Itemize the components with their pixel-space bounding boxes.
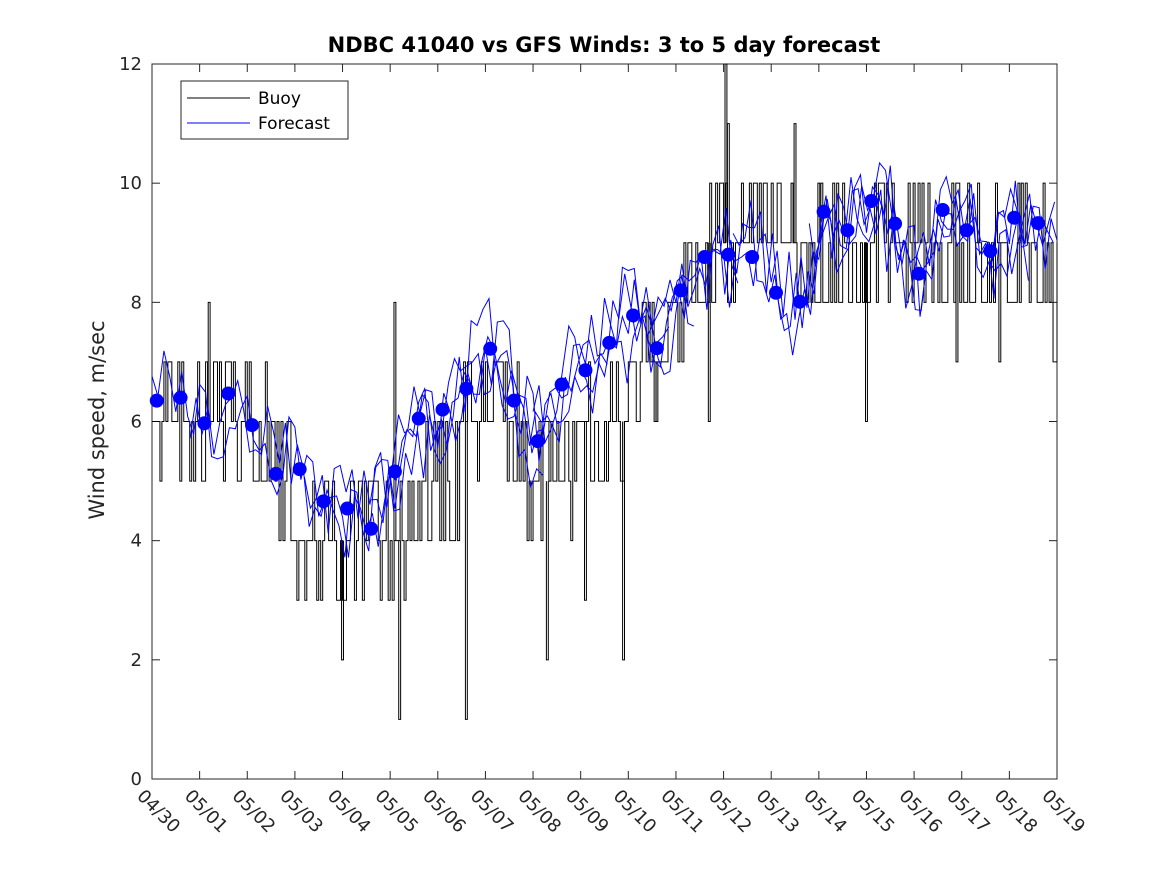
x-tick-label: 05/16 — [895, 786, 947, 838]
forecast-point — [697, 250, 712, 265]
forecast-point — [364, 521, 379, 536]
x-tick-label: 05/09 — [561, 786, 613, 838]
plot-area: 02468101204/3005/0105/0205/0305/0405/050… — [119, 54, 1089, 837]
forecast-point — [387, 464, 402, 479]
forecast-point — [959, 223, 974, 238]
forecast-point — [245, 418, 260, 433]
forecast-run-line — [303, 296, 543, 534]
legend-forecast-label: Forecast — [258, 114, 330, 134]
forecast-point — [626, 308, 641, 323]
y-tick-label: 10 — [119, 173, 142, 194]
x-tick-label: 05/14 — [799, 786, 851, 838]
buoy-spike — [207, 301, 211, 422]
forecast-run-line — [371, 315, 670, 524]
buoy-spike — [793, 123, 797, 243]
x-tick-label: 05/12 — [704, 786, 756, 838]
forecast-point — [554, 377, 569, 392]
x-tick-label: 05/13 — [752, 786, 804, 838]
y-tick-label: 4 — [131, 531, 142, 552]
forecast-point — [435, 402, 450, 417]
forecast-point — [911, 266, 926, 281]
legend-buoy-label: Buoy — [258, 89, 301, 109]
x-tick-label: 05/03 — [275, 786, 327, 838]
x-tick-label: 05/17 — [942, 786, 994, 838]
forecast-run-line — [151, 266, 695, 558]
forecast-point — [149, 393, 164, 408]
chart-title: NDBC 41040 vs GFS Winds: 3 to 5 day fore… — [328, 33, 881, 57]
x-tick-label: 05/18 — [990, 786, 1042, 838]
x-tick-label: 05/15 — [847, 786, 899, 838]
forecast-run-line — [732, 183, 1056, 356]
x-tick-label: 05/02 — [228, 786, 280, 838]
x-tick-label: 05/11 — [656, 786, 708, 838]
forecast-point — [197, 416, 212, 431]
x-tick-label: 05/08 — [514, 786, 566, 838]
forecast-point — [745, 250, 760, 265]
forecast-point — [816, 204, 831, 219]
y-tick-label: 0 — [131, 769, 142, 790]
y-tick-label: 2 — [131, 650, 142, 671]
y-tick-label: 6 — [131, 412, 142, 433]
forecast-point — [649, 341, 664, 356]
forecast-point — [1007, 210, 1022, 225]
forecast-point — [888, 216, 903, 231]
buoy-spike — [998, 242, 1002, 363]
forecast-point — [602, 335, 617, 350]
forecast-run-line — [808, 175, 1054, 299]
buoy-series-line — [152, 182, 1058, 601]
buoy-spike — [464, 421, 468, 720]
x-tick-label: 05/01 — [180, 786, 232, 838]
buoy-spike — [341, 540, 344, 661]
forecast-point — [483, 341, 498, 356]
forecast-point — [221, 386, 236, 401]
forecast-point — [768, 285, 783, 300]
forecast-point — [1030, 216, 1045, 231]
forecast-point — [983, 244, 998, 259]
buoy-spike — [583, 421, 587, 601]
buoy-spike — [912, 182, 916, 243]
y-tick-label: 8 — [131, 292, 142, 313]
x-tick-label: 05/07 — [466, 786, 518, 838]
forecast-point — [792, 294, 807, 309]
x-tick-label: 05/19 — [1037, 786, 1089, 838]
x-tick-label: 05/04 — [323, 786, 375, 838]
forecast-point — [840, 223, 855, 238]
buoy-spike — [622, 421, 626, 661]
x-tick-label: 05/05 — [371, 786, 423, 838]
forecast-point — [507, 393, 521, 408]
buoy-spike — [398, 540, 402, 720]
forecast-point — [864, 194, 879, 209]
forecast-point — [292, 462, 307, 477]
buoy-spike — [545, 481, 549, 661]
forecast-point — [173, 390, 188, 405]
buoy-spike — [955, 242, 959, 363]
forecast-point — [578, 363, 593, 378]
buoy-spike — [264, 361, 268, 422]
forecast-point — [340, 501, 355, 516]
forecast-point — [721, 247, 736, 262]
buoy-spike — [865, 242, 868, 422]
legend-box — [180, 80, 349, 140]
forecast-point — [673, 283, 688, 298]
forecast-point — [530, 434, 545, 449]
buoy-spike — [655, 361, 659, 422]
forecast-point — [935, 202, 950, 217]
x-tick-label: 05/10 — [609, 786, 661, 838]
buoy-spike — [393, 301, 397, 541]
x-tick-label: 05/06 — [418, 786, 470, 838]
y-tick-label: 12 — [119, 54, 142, 75]
forecast-point — [316, 494, 331, 509]
buoy-spike — [726, 123, 730, 243]
forecast-point — [268, 466, 283, 481]
buoy-spike — [707, 242, 711, 422]
forecast-point — [459, 381, 474, 396]
forecast-point — [411, 411, 426, 426]
y-axis-label: Wind speed, m/sec — [85, 320, 109, 519]
x-tick-label: 04/30 — [132, 786, 184, 838]
